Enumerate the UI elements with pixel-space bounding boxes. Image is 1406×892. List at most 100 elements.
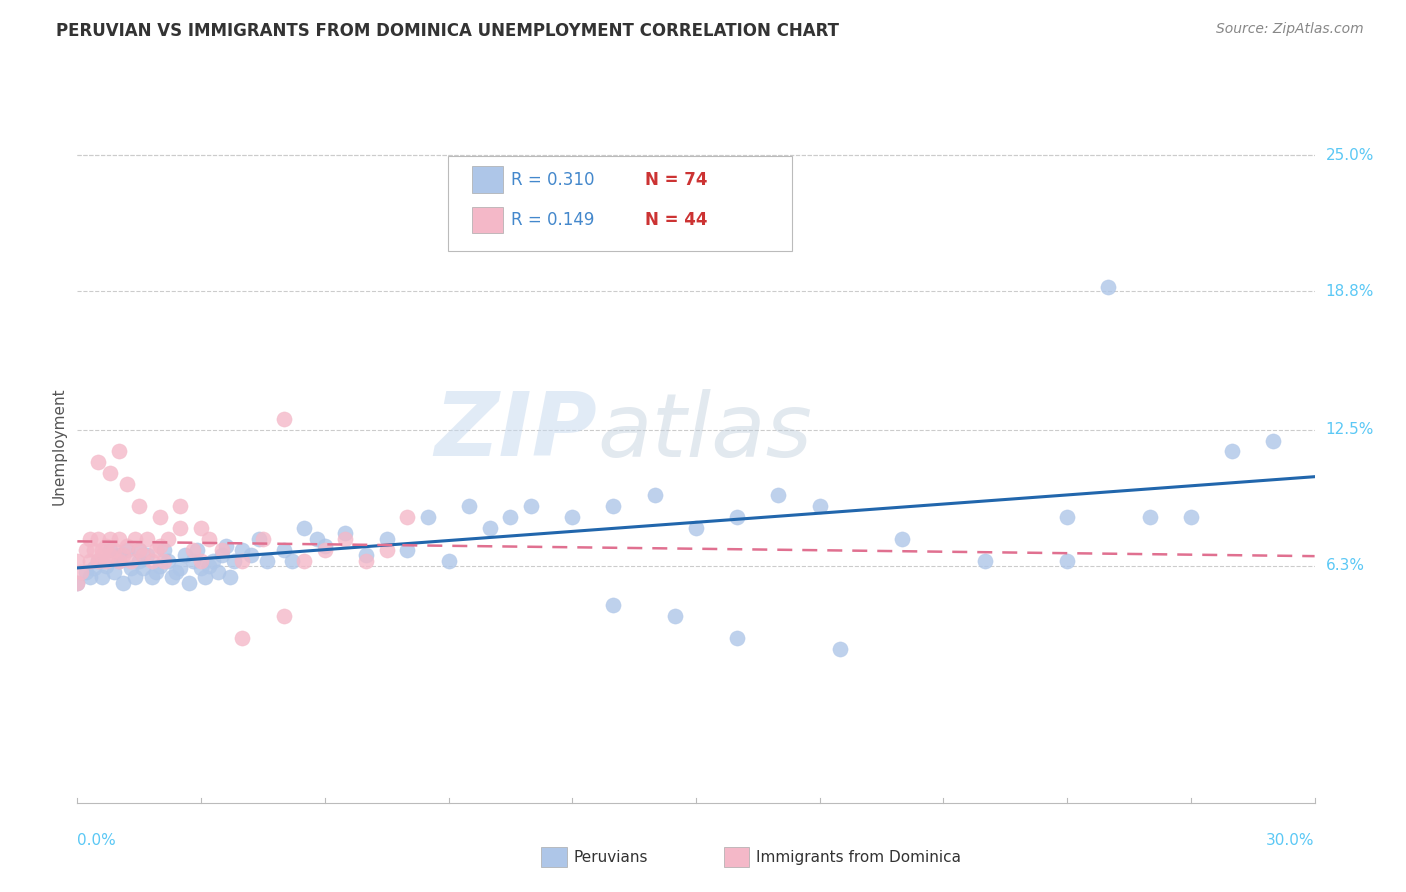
Point: [91, 543, 114, 558]
Point: [1263, 434, 1285, 448]
Point: [115, 543, 138, 558]
Point: [247, 533, 270, 547]
Point: [87, 533, 110, 547]
Text: 18.8%: 18.8%: [1326, 284, 1374, 299]
Point: [375, 543, 398, 558]
Point: [292, 554, 315, 568]
Point: [478, 521, 501, 535]
Point: [173, 548, 195, 562]
Point: [66, 576, 89, 591]
Text: 12.5%: 12.5%: [1326, 422, 1374, 437]
Point: [87, 455, 110, 469]
Point: [177, 576, 200, 591]
Point: [107, 533, 129, 547]
Text: Source: ZipAtlas.com: Source: ZipAtlas.com: [1216, 22, 1364, 37]
Point: [354, 548, 377, 562]
Point: [198, 533, 221, 547]
Point: [437, 554, 460, 568]
Point: [96, 554, 118, 568]
Point: [256, 554, 278, 568]
Point: [107, 554, 129, 568]
Point: [1056, 510, 1078, 524]
Point: [664, 609, 686, 624]
Point: [98, 467, 121, 481]
Point: [145, 543, 167, 558]
Point: [292, 521, 315, 535]
Point: [1220, 444, 1243, 458]
Point: [520, 500, 543, 514]
Point: [91, 548, 114, 562]
Text: ZIP: ZIP: [434, 388, 598, 475]
Point: [335, 525, 357, 540]
Point: [70, 566, 93, 580]
Point: [132, 548, 155, 562]
Point: [165, 566, 187, 580]
Point: [252, 533, 274, 547]
Point: [87, 554, 110, 568]
Point: [149, 510, 172, 524]
Point: [169, 500, 191, 514]
Text: atlas: atlas: [598, 389, 811, 475]
Point: [830, 642, 852, 657]
Text: Immigrants from Dominica: Immigrants from Dominica: [756, 850, 962, 864]
Point: [354, 554, 377, 568]
Point: [98, 533, 121, 547]
Y-axis label: Unemployment: Unemployment: [51, 387, 66, 505]
Point: [103, 566, 125, 580]
Point: [153, 554, 176, 568]
Point: [120, 554, 142, 568]
Point: [190, 561, 212, 575]
Point: [115, 539, 138, 553]
Point: [194, 569, 217, 583]
Point: [111, 548, 134, 562]
Point: [891, 533, 914, 547]
Point: [103, 543, 125, 558]
Point: [202, 554, 225, 568]
Text: 6.3%: 6.3%: [1326, 558, 1365, 574]
Point: [602, 500, 624, 514]
Point: [141, 554, 163, 568]
Point: [190, 554, 212, 568]
Point: [808, 500, 831, 514]
Point: [75, 543, 97, 558]
Point: [136, 548, 159, 562]
Point: [96, 558, 118, 573]
Point: [499, 510, 522, 524]
Point: [87, 554, 110, 568]
Point: [79, 533, 101, 547]
Point: [685, 521, 707, 535]
Point: [124, 569, 146, 583]
Point: [396, 543, 419, 558]
Point: [211, 543, 233, 558]
Point: [1056, 554, 1078, 568]
Point: [305, 533, 328, 547]
Point: [239, 548, 262, 562]
Point: [79, 569, 101, 583]
Point: [211, 548, 233, 562]
Point: [231, 631, 253, 645]
Point: [128, 543, 150, 558]
Point: [231, 543, 253, 558]
Point: [111, 576, 134, 591]
Point: [215, 539, 238, 553]
Point: [375, 533, 398, 547]
Point: [107, 554, 129, 568]
Point: [149, 558, 172, 573]
Point: [181, 543, 204, 558]
Point: [124, 533, 146, 547]
Point: [96, 539, 118, 553]
Point: [499, 225, 522, 239]
Point: [83, 561, 105, 575]
Point: [231, 554, 253, 568]
Point: [1180, 510, 1202, 524]
Point: [128, 543, 150, 558]
Point: [1139, 510, 1161, 524]
Point: [132, 561, 155, 575]
Point: [602, 598, 624, 612]
Point: [561, 510, 583, 524]
Point: [725, 510, 748, 524]
Point: [1097, 280, 1119, 294]
Point: [98, 548, 121, 562]
Point: [186, 543, 208, 558]
Point: [725, 631, 748, 645]
